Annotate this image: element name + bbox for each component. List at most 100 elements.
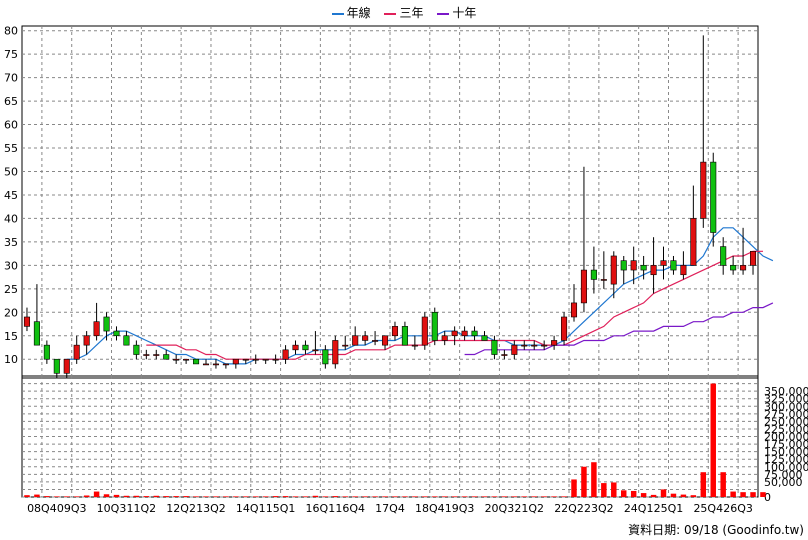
- price-y-tick-label: 80: [4, 25, 18, 38]
- volume-bar: [352, 496, 358, 497]
- x-tick-label: 16Q1: [306, 502, 336, 515]
- volume-y-tick-label: 200,000: [764, 431, 808, 444]
- volume-y-tick-label: 350,000: [764, 385, 808, 398]
- candle-body: [610, 255, 617, 285]
- candle-body: [123, 335, 130, 346]
- candle-body: [133, 344, 140, 355]
- candle-body: [650, 265, 657, 276]
- x-tick-label: 25Q4: [693, 502, 723, 515]
- price-y-tick-label: 35: [4, 236, 18, 249]
- volume-bar: [412, 496, 418, 497]
- volume-bar: [282, 496, 289, 497]
- volume-bar: [680, 494, 687, 497]
- volume-bar: [243, 496, 249, 497]
- volume-y-tick-label: 300,000: [764, 400, 808, 413]
- x-tick-label: 20Q3: [485, 502, 515, 515]
- volume-bar: [133, 495, 140, 497]
- price-y-tick-label: 40: [4, 212, 18, 225]
- volume-y-tick-label: 50,000: [764, 476, 803, 489]
- candle-body: [252, 358, 259, 361]
- candle-body: [143, 354, 150, 356]
- volume-bar: [233, 496, 239, 497]
- volume-bar: [541, 496, 547, 497]
- volume-bar: [332, 496, 339, 497]
- candle-body: [232, 358, 239, 365]
- ma-line-yearly: [66, 227, 774, 365]
- candle-body: [580, 269, 587, 304]
- legend-swatch-3year: [384, 12, 397, 15]
- volume-bar: [591, 462, 597, 497]
- candle-body: [431, 311, 438, 341]
- candle-body: [93, 321, 100, 337]
- volume-bar: [362, 496, 368, 497]
- x-tick-label: 21Q2: [514, 502, 544, 515]
- candle-body: [272, 358, 279, 361]
- candle-body: [212, 363, 219, 366]
- x-tick-label: 11Q2: [127, 502, 157, 515]
- volume-bar: [183, 496, 189, 497]
- price-y-tick-label: 65: [4, 95, 18, 108]
- candle-body: [43, 344, 50, 360]
- candle-body: [173, 358, 180, 361]
- candle-body: [153, 354, 160, 356]
- candle-body: [352, 335, 359, 346]
- volume-y-tick-label: 75,000: [764, 468, 803, 481]
- price-y-tick-label: 10: [4, 353, 18, 366]
- volume-bar: [64, 496, 70, 497]
- volume-y-tick-label: 100,000: [764, 461, 808, 474]
- volume-bar: [740, 492, 746, 497]
- legend-label-10year: 十年: [452, 6, 477, 20]
- volume-bar: [262, 496, 269, 497]
- price-y-tick-label: 60: [4, 119, 18, 132]
- legend-label-3year: 三年: [399, 6, 424, 20]
- volume-bar: [34, 494, 40, 497]
- volume-bar: [750, 492, 756, 497]
- volume-bar: [292, 496, 299, 497]
- x-tick-label: 08Q4: [27, 502, 57, 515]
- volume-bar: [471, 496, 478, 497]
- candle-body: [551, 340, 558, 346]
- candle-body: [570, 302, 578, 318]
- candle-body: [302, 344, 309, 351]
- volume-bar: [611, 482, 617, 497]
- volume-y-tick-label: 275,000: [764, 408, 808, 421]
- candle-body: [660, 260, 667, 266]
- candle-body: [491, 340, 498, 355]
- price-y-tick-label: 15: [4, 330, 18, 343]
- price-y-tick-label: 20: [4, 306, 18, 319]
- volume-bar: [690, 495, 697, 497]
- candle-body: [23, 316, 31, 327]
- volume-bar: [123, 495, 130, 497]
- volume-bar: [372, 496, 378, 497]
- volume-bar: [73, 496, 80, 497]
- candle-body: [451, 330, 458, 337]
- candle-body: [282, 349, 289, 360]
- volume-bar: [521, 496, 528, 497]
- x-tick-label: 13Q2: [196, 502, 226, 515]
- candle-body: [222, 363, 229, 366]
- volume-y-tick-label: 225,000: [764, 423, 808, 436]
- candle-body: [670, 260, 677, 271]
- candle-body: [103, 316, 110, 332]
- candle-body: [391, 326, 399, 337]
- x-tick-label: 16Q4: [335, 502, 365, 515]
- candle-body: [322, 349, 329, 365]
- candle-body: [640, 265, 647, 271]
- volume-bar: [203, 496, 209, 497]
- candle-body: [590, 269, 597, 280]
- volume-bar: [630, 490, 637, 497]
- volume-y-tick-label: 150,000: [764, 446, 808, 459]
- candle-body: [720, 246, 727, 266]
- volume-bar: [441, 496, 448, 497]
- volume-y-tick-label: 250,000: [764, 415, 808, 428]
- candle-body: [83, 335, 90, 346]
- volume-bar: [561, 496, 567, 497]
- candle-body: [193, 358, 200, 365]
- volume-bar: [760, 492, 766, 497]
- legend-label-yearly: 年線: [346, 6, 371, 20]
- candle-body: [73, 344, 80, 360]
- candle-body: [183, 358, 190, 361]
- price-y-tick-label: 30: [4, 259, 18, 272]
- candle-body: [262, 358, 269, 361]
